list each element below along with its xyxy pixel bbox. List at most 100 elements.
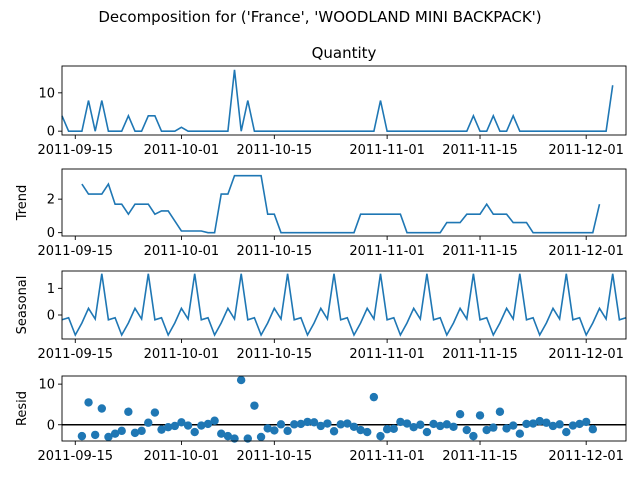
y-tick-label: 1: [47, 282, 55, 297]
resid-point: [144, 418, 153, 427]
resid-point: [542, 418, 551, 427]
resid-point: [429, 419, 438, 429]
resid-point: [482, 425, 491, 435]
resid-point: [309, 418, 319, 427]
x-tick-label: 2011-11-01: [349, 143, 425, 158]
resid-point: [363, 427, 372, 437]
resid-point: [402, 419, 412, 428]
resid-point: [436, 421, 445, 431]
resid-point: [509, 421, 518, 430]
resid-point: [548, 421, 558, 431]
resid-point: [575, 419, 584, 429]
resid-point: [183, 421, 193, 430]
resid-point: [90, 430, 100, 440]
panel-3: 0 1 2011-09-15 2011-10-01 2011-10-15 2011-11-…: [15, 270, 627, 362]
resid-point: [442, 420, 452, 429]
x-tick-label: 2011-10-01: [144, 244, 220, 259]
resid-point: [110, 429, 120, 438]
x-tick-label: 2011-12-01: [548, 347, 624, 362]
resid-point: [97, 404, 107, 413]
resid-point: [555, 420, 564, 429]
resid-point: [356, 425, 365, 435]
x-tick-label: 2011-12-01: [548, 143, 624, 158]
resid-point: [329, 427, 339, 436]
y-tick-label: 0: [47, 125, 55, 140]
resid-point: [197, 421, 206, 430]
x-tick-label: 2011-11-15: [442, 244, 518, 259]
resid-point: [535, 416, 544, 426]
x-tick-label: 2011-11-15: [442, 449, 518, 464]
resid-point: [137, 426, 146, 436]
resid-point: [217, 429, 226, 438]
resid-point: [336, 420, 345, 429]
resid-point: [455, 409, 465, 419]
resid-point: [84, 398, 93, 407]
x-tick-label: 2011-12-01: [548, 244, 624, 259]
resid-point: [588, 425, 598, 434]
resid-point: [323, 419, 332, 428]
axes-frame: [61, 65, 627, 136]
resid-point: [343, 419, 352, 428]
panel-ylabel: Resid: [15, 391, 30, 426]
resid-point: [77, 431, 87, 441]
x-tick-label: 2011-12-01: [548, 449, 624, 464]
resid-point: [382, 425, 392, 434]
resid-point: [157, 425, 166, 434]
resid-point: [296, 419, 306, 429]
x-tick-label: 2011-09-15: [37, 449, 113, 464]
resid-point: [515, 429, 525, 438]
series-line: [61, 69, 614, 132]
x-tick-label: 2011-11-01: [349, 244, 425, 259]
resid-point: [190, 427, 199, 437]
x-tick-label: 2011-10-15: [237, 449, 313, 464]
x-tick-label: 2011-10-15: [237, 244, 313, 259]
resid-point: [303, 417, 312, 427]
panel-title: Quantity: [312, 44, 377, 62]
y-tick-label: 10: [38, 378, 55, 393]
resid-point: [369, 392, 379, 402]
resid-point: [495, 407, 505, 416]
y-tick-label: 0: [47, 418, 55, 433]
panel-ylabel: Trend: [15, 185, 30, 222]
resid-point: [316, 421, 325, 431]
resid-point: [396, 417, 405, 427]
panel-2: 0 2 2011-09-15 2011-10-01 2011-10-15 2011-11-…: [15, 168, 627, 259]
resid-point: [376, 431, 385, 441]
resid-point: [422, 427, 432, 437]
y-tick-label: 10: [38, 86, 55, 101]
resid-point: [502, 424, 511, 433]
resid-point: [210, 416, 219, 425]
y-tick-label: 0: [47, 309, 55, 324]
resid-point: [389, 424, 398, 434]
resid-point: [177, 418, 186, 427]
resid-point: [104, 432, 113, 442]
resid-point: [349, 422, 359, 431]
resid-point: [522, 419, 531, 429]
resid-point: [150, 408, 160, 417]
resid-point: [270, 426, 279, 435]
resid-point: [243, 434, 252, 443]
axes-frame: [61, 375, 627, 442]
x-tick-label: 2011-11-15: [442, 347, 518, 362]
resid-point: [263, 424, 272, 433]
resid-point: [236, 375, 246, 385]
x-tick-label: 2011-10-01: [144, 347, 220, 362]
resid-point: [117, 426, 126, 436]
resid-point: [562, 427, 571, 437]
resid-point: [223, 431, 233, 441]
resid-point: [449, 422, 458, 431]
resid-point: [581, 417, 591, 427]
x-tick-label: 2011-10-15: [237, 143, 313, 158]
resid-point: [475, 411, 485, 420]
resid-point: [130, 428, 140, 438]
x-tick-label: 2011-11-01: [349, 347, 425, 362]
resid-point: [469, 431, 478, 441]
resid-point: [416, 420, 425, 429]
resid-point: [170, 421, 179, 431]
resid-point: [283, 426, 292, 436]
figure-suptitle: Decomposition for ('France', 'WOODLAND M…: [98, 8, 541, 26]
x-tick-label: 2011-10-15: [237, 347, 313, 362]
resid-point: [409, 422, 418, 432]
